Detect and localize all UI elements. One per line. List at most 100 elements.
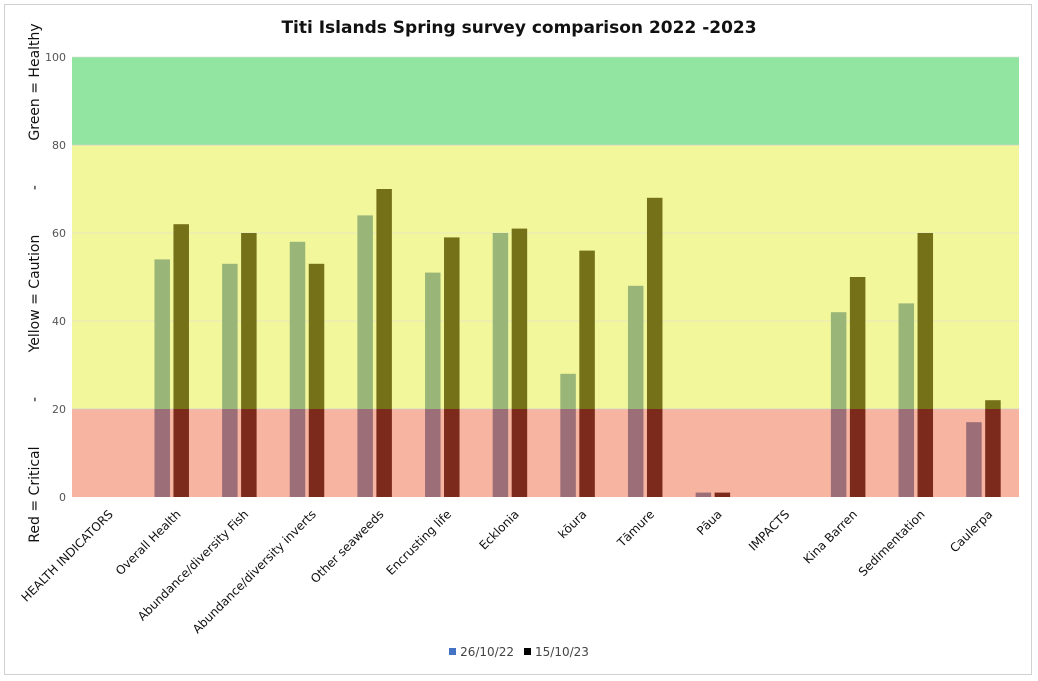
bar-2023 xyxy=(917,233,934,497)
x-tick-label: Caulerpa xyxy=(947,507,995,555)
bar-segment-critical xyxy=(627,409,644,497)
bar-2023 xyxy=(173,224,189,497)
x-tick-label: kōura xyxy=(555,507,589,541)
x-tick-label: IMPACTS xyxy=(746,507,792,553)
bar-segment-caution xyxy=(849,277,866,409)
bar-segment-critical xyxy=(492,409,509,497)
bar-segment-critical xyxy=(154,409,170,497)
bar-2023 xyxy=(444,237,460,497)
legend-swatch xyxy=(524,648,531,655)
x-tick-label: Kina Barren xyxy=(801,507,860,566)
bar-segment-critical xyxy=(830,409,847,497)
bar-2023 xyxy=(849,277,866,497)
bar-segment-critical xyxy=(444,409,460,497)
x-tick-label: Ecklonia xyxy=(476,507,521,552)
bar-2023 xyxy=(579,250,595,497)
bar-segment-caution xyxy=(289,241,306,409)
band-critical xyxy=(72,409,1019,497)
legend-label: 15/10/23 xyxy=(535,645,589,659)
bar-segment-caution xyxy=(376,189,392,409)
bar-2023 xyxy=(646,197,663,497)
bar-segment-critical xyxy=(289,409,306,497)
bar-segment-caution xyxy=(173,224,189,409)
chart-title: Titi Islands Spring survey comparison 20… xyxy=(281,18,757,38)
bar-segment-critical xyxy=(357,409,373,497)
x-tick-label: Pāua xyxy=(694,507,725,538)
bar-2022 xyxy=(492,233,509,497)
bar-segment-caution xyxy=(444,237,460,409)
bar-2022 xyxy=(560,373,576,497)
bar-segment-critical xyxy=(308,409,325,497)
bar-segment-critical xyxy=(222,409,238,497)
band-caution xyxy=(72,145,1019,409)
bar-segment-critical xyxy=(425,409,441,497)
bar-segment-caution xyxy=(308,263,325,409)
x-tick-label: Sedimentation xyxy=(856,507,928,579)
bar-segment-caution xyxy=(917,233,934,409)
bar-segment-critical xyxy=(695,492,712,497)
bar-segment-critical xyxy=(511,409,528,497)
bar-segment-caution xyxy=(646,197,663,409)
bar-2022 xyxy=(222,263,238,497)
y-tick-label: 0 xyxy=(59,491,66,504)
bar-2022 xyxy=(898,303,915,497)
bar-segment-caution xyxy=(425,272,441,409)
bar-segment-caution xyxy=(627,285,644,409)
bar-segment-critical xyxy=(714,492,731,497)
bar-2022 xyxy=(966,422,982,497)
legend-swatch xyxy=(449,648,457,655)
bar-segment-caution xyxy=(985,400,1001,409)
bar-segment-critical xyxy=(917,409,934,497)
x-tick-label: Abundance/diversity inverts xyxy=(190,507,319,636)
bar-2023 xyxy=(511,228,528,497)
y-tick-label: 20 xyxy=(52,403,66,416)
y-tick-label: 100 xyxy=(45,51,66,64)
bar-segment-caution xyxy=(560,373,576,409)
bar-2022 xyxy=(289,241,306,497)
bar-segment-caution xyxy=(898,303,915,409)
bar-segment-caution xyxy=(357,215,373,409)
bar-segment-caution xyxy=(830,312,847,409)
bar-segment-critical xyxy=(985,409,1001,497)
y-tick-label: 60 xyxy=(52,227,66,240)
bar-segment-critical xyxy=(849,409,866,497)
bar-segment-caution xyxy=(222,263,238,409)
bar-segment-caution xyxy=(579,250,595,409)
y-tick-label: 40 xyxy=(52,315,66,328)
x-tick-label: Overall Health xyxy=(113,507,184,578)
bar-2023 xyxy=(376,189,392,497)
bar-2022 xyxy=(357,215,373,497)
bar-segment-critical xyxy=(376,409,392,497)
bar-segment-critical xyxy=(560,409,576,497)
y-tick-label: 80 xyxy=(52,139,66,152)
bar-segment-critical xyxy=(173,409,189,497)
bar-2022 xyxy=(830,312,847,497)
bar-2023 xyxy=(985,400,1001,497)
x-tick-label: Tāmure xyxy=(614,507,657,550)
band-healthy xyxy=(72,57,1019,145)
bar-segment-caution xyxy=(154,259,170,409)
legend: 26/10/22 15/10/23 xyxy=(0,645,1038,659)
bar-2023 xyxy=(241,233,257,497)
bar-segment-caution xyxy=(241,233,257,409)
bar-segment-caution xyxy=(511,228,528,409)
bar-segment-critical xyxy=(646,409,663,497)
y-axis-label: Red = Critical - Yellow = Caution - Gree… xyxy=(27,23,43,542)
bar-segment-critical xyxy=(898,409,915,497)
bar-2022 xyxy=(425,272,441,497)
bar-2022 xyxy=(627,285,644,497)
bar-2022 xyxy=(154,259,170,497)
bar-segment-critical xyxy=(579,409,595,497)
legend-label: 26/10/22 xyxy=(460,645,514,659)
x-tick-label: Abundance/diversity Fish xyxy=(135,507,251,623)
bar-segment-caution xyxy=(492,233,509,409)
bar-2023 xyxy=(308,263,325,497)
bar-2023 xyxy=(714,492,731,497)
bar-segment-critical xyxy=(966,422,982,497)
legend-item: 15/10/23 xyxy=(524,645,589,659)
x-tick-label: Encrusting life xyxy=(383,507,454,578)
legend-item: 26/10/22 xyxy=(449,645,514,659)
x-tick-label: Other seaweeds xyxy=(308,507,387,586)
bar-segment-critical xyxy=(241,409,257,497)
